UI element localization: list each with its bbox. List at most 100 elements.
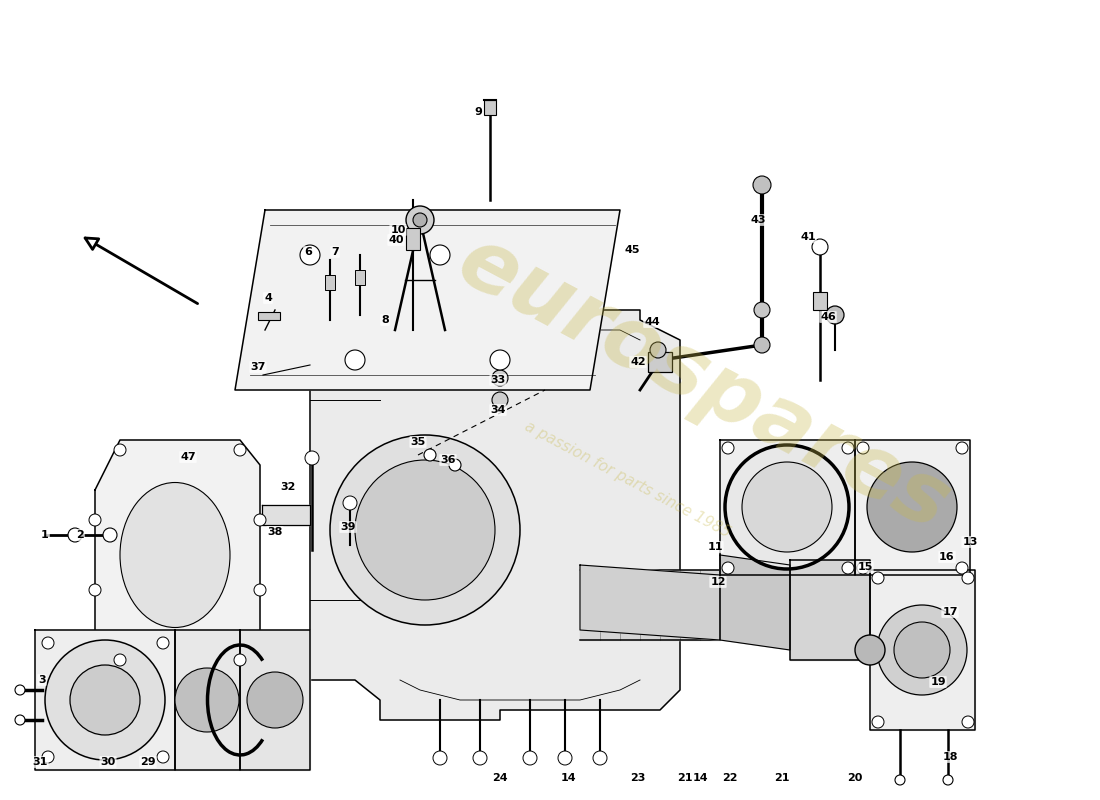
- Text: 1: 1: [41, 530, 48, 540]
- Text: 42: 42: [630, 357, 646, 367]
- Ellipse shape: [120, 482, 230, 627]
- Polygon shape: [870, 570, 975, 730]
- Circle shape: [857, 562, 869, 574]
- Circle shape: [826, 306, 844, 324]
- Circle shape: [355, 460, 495, 600]
- Circle shape: [248, 672, 302, 728]
- Circle shape: [114, 444, 126, 456]
- Circle shape: [175, 668, 239, 732]
- Circle shape: [593, 751, 607, 765]
- Circle shape: [412, 213, 427, 227]
- Text: a passion for parts since 1985: a passion for parts since 1985: [521, 419, 733, 541]
- Text: 14: 14: [692, 773, 707, 783]
- Text: 45: 45: [625, 245, 640, 255]
- Text: 24: 24: [492, 773, 508, 783]
- Circle shape: [962, 716, 974, 728]
- Circle shape: [492, 392, 508, 408]
- Circle shape: [406, 206, 434, 234]
- Circle shape: [867, 462, 957, 552]
- Text: 6: 6: [304, 247, 312, 257]
- Circle shape: [430, 245, 450, 265]
- Polygon shape: [262, 505, 310, 525]
- Bar: [484, 100, 496, 115]
- Circle shape: [234, 654, 246, 666]
- Text: 33: 33: [491, 375, 506, 385]
- Text: 18: 18: [943, 752, 958, 762]
- Text: 23: 23: [630, 773, 646, 783]
- Text: 21: 21: [678, 773, 693, 783]
- Text: 36: 36: [440, 455, 455, 465]
- Circle shape: [70, 665, 140, 735]
- Circle shape: [877, 605, 967, 695]
- Polygon shape: [310, 310, 680, 720]
- Bar: [258, 312, 280, 320]
- Text: 7: 7: [331, 247, 339, 257]
- Circle shape: [45, 640, 165, 760]
- Circle shape: [68, 528, 82, 542]
- Text: 15: 15: [857, 562, 872, 572]
- Text: 31: 31: [32, 757, 47, 767]
- Text: 47: 47: [180, 452, 196, 462]
- Circle shape: [754, 337, 770, 353]
- Circle shape: [742, 462, 832, 552]
- Circle shape: [42, 637, 54, 649]
- Text: 41: 41: [800, 232, 816, 242]
- Bar: [324, 275, 336, 290]
- Circle shape: [89, 584, 101, 596]
- Polygon shape: [720, 440, 855, 575]
- Polygon shape: [95, 440, 260, 670]
- Circle shape: [650, 342, 666, 358]
- Circle shape: [343, 496, 358, 510]
- Text: 21: 21: [774, 773, 790, 783]
- Text: 30: 30: [100, 757, 116, 767]
- Text: 20: 20: [847, 773, 862, 783]
- Circle shape: [254, 584, 266, 596]
- Text: 2: 2: [76, 530, 84, 540]
- Circle shape: [254, 514, 266, 526]
- Text: 13: 13: [962, 537, 978, 547]
- Circle shape: [812, 239, 828, 255]
- Polygon shape: [240, 630, 310, 770]
- Text: 44: 44: [645, 317, 660, 327]
- Text: 39: 39: [340, 522, 355, 532]
- Circle shape: [114, 654, 126, 666]
- Polygon shape: [580, 565, 720, 640]
- Circle shape: [433, 751, 447, 765]
- Circle shape: [558, 751, 572, 765]
- Text: 22: 22: [723, 773, 738, 783]
- Text: 43: 43: [750, 215, 766, 225]
- Circle shape: [345, 350, 365, 370]
- Text: 34: 34: [491, 405, 506, 415]
- Text: 32: 32: [280, 482, 296, 492]
- Text: 11: 11: [707, 542, 723, 552]
- Circle shape: [895, 775, 905, 785]
- Text: 17: 17: [943, 607, 958, 617]
- Text: eurospares: eurospares: [444, 219, 964, 549]
- Circle shape: [956, 442, 968, 454]
- Circle shape: [754, 302, 770, 318]
- Text: 9: 9: [474, 107, 482, 117]
- Circle shape: [943, 775, 953, 785]
- Polygon shape: [235, 210, 620, 390]
- Text: 4: 4: [264, 293, 272, 303]
- Bar: [648, 352, 672, 372]
- Text: 19: 19: [931, 677, 946, 687]
- Text: 14: 14: [560, 773, 575, 783]
- Circle shape: [842, 442, 854, 454]
- Text: 3: 3: [39, 675, 46, 685]
- Circle shape: [15, 685, 25, 695]
- Bar: [406, 228, 420, 250]
- Text: 37: 37: [251, 362, 266, 372]
- Circle shape: [103, 528, 117, 542]
- Circle shape: [722, 442, 734, 454]
- Circle shape: [962, 572, 974, 584]
- Text: 10: 10: [390, 225, 406, 235]
- Circle shape: [725, 445, 849, 569]
- Bar: [813, 292, 827, 310]
- Polygon shape: [790, 560, 870, 660]
- Circle shape: [872, 572, 884, 584]
- Circle shape: [894, 622, 950, 678]
- Circle shape: [754, 176, 771, 194]
- Text: 35: 35: [410, 437, 426, 447]
- Text: 40: 40: [388, 235, 404, 245]
